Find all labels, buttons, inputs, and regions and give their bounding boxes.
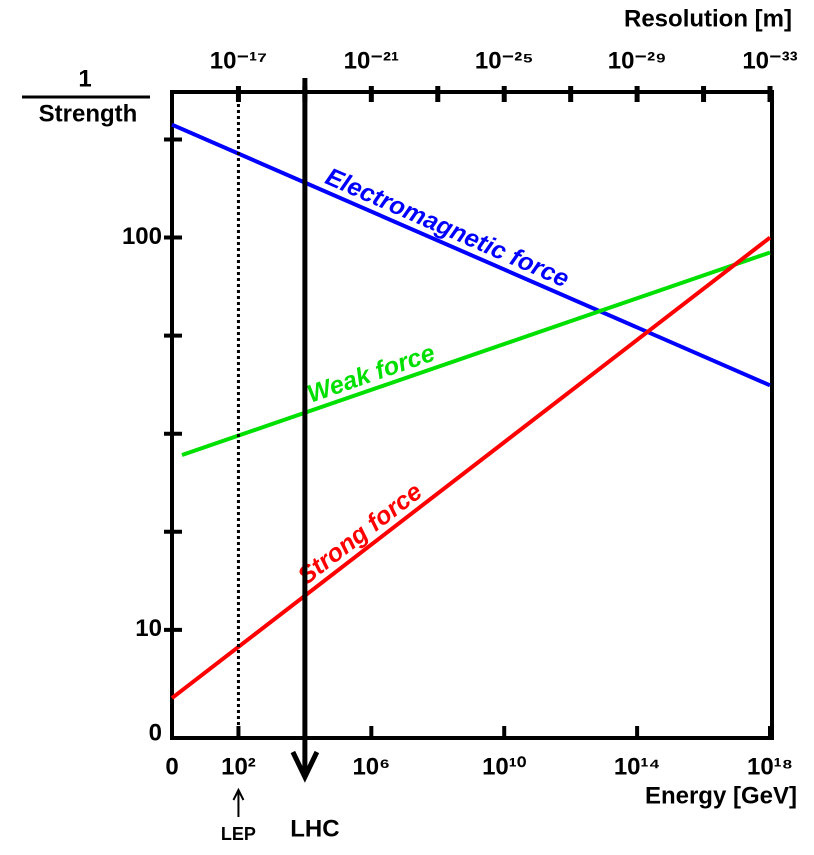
x-tick-label: 10² [221,753,256,780]
lep-arrow [232,787,245,817]
series-label: Strong force [293,477,428,590]
x-label: Energy [GeV] [645,782,797,809]
x-tick-label: 0 [165,753,178,780]
y-bottom-label: 0 [149,719,162,746]
x-tick-label: 10¹⁴ [614,753,661,780]
y-tick-label: 100 [122,223,162,250]
x-tick-label: 10⁶ [352,753,390,780]
series-line [170,235,772,700]
series-line [171,122,771,388]
y-label-top: 1 [78,65,91,92]
series-line [181,250,771,457]
x2-tick-label: 10⁻²⁹ [608,47,667,74]
lep-label: LEP [221,824,256,844]
y-label-bottom: Strength [39,100,138,127]
plot-frame [170,90,774,740]
lhc-arrow [290,78,320,783]
x-tick-label: 10¹⁸ [747,753,793,780]
x-tick-label: 10¹⁰ [482,753,527,780]
x2-tick-label: 10⁻³³ [742,47,797,74]
x2-tick-label: 10⁻²¹ [344,47,399,74]
series-label: Electromagnetic force [321,163,573,294]
y-tick-label: 10 [135,615,162,642]
x2-tick-label: 10⁻²⁵ [475,47,534,74]
x2-tick-label: 10⁻¹⁷ [210,47,267,74]
lhc-label: LHC [290,815,339,842]
x2-label: Resolution [m] [624,5,792,32]
